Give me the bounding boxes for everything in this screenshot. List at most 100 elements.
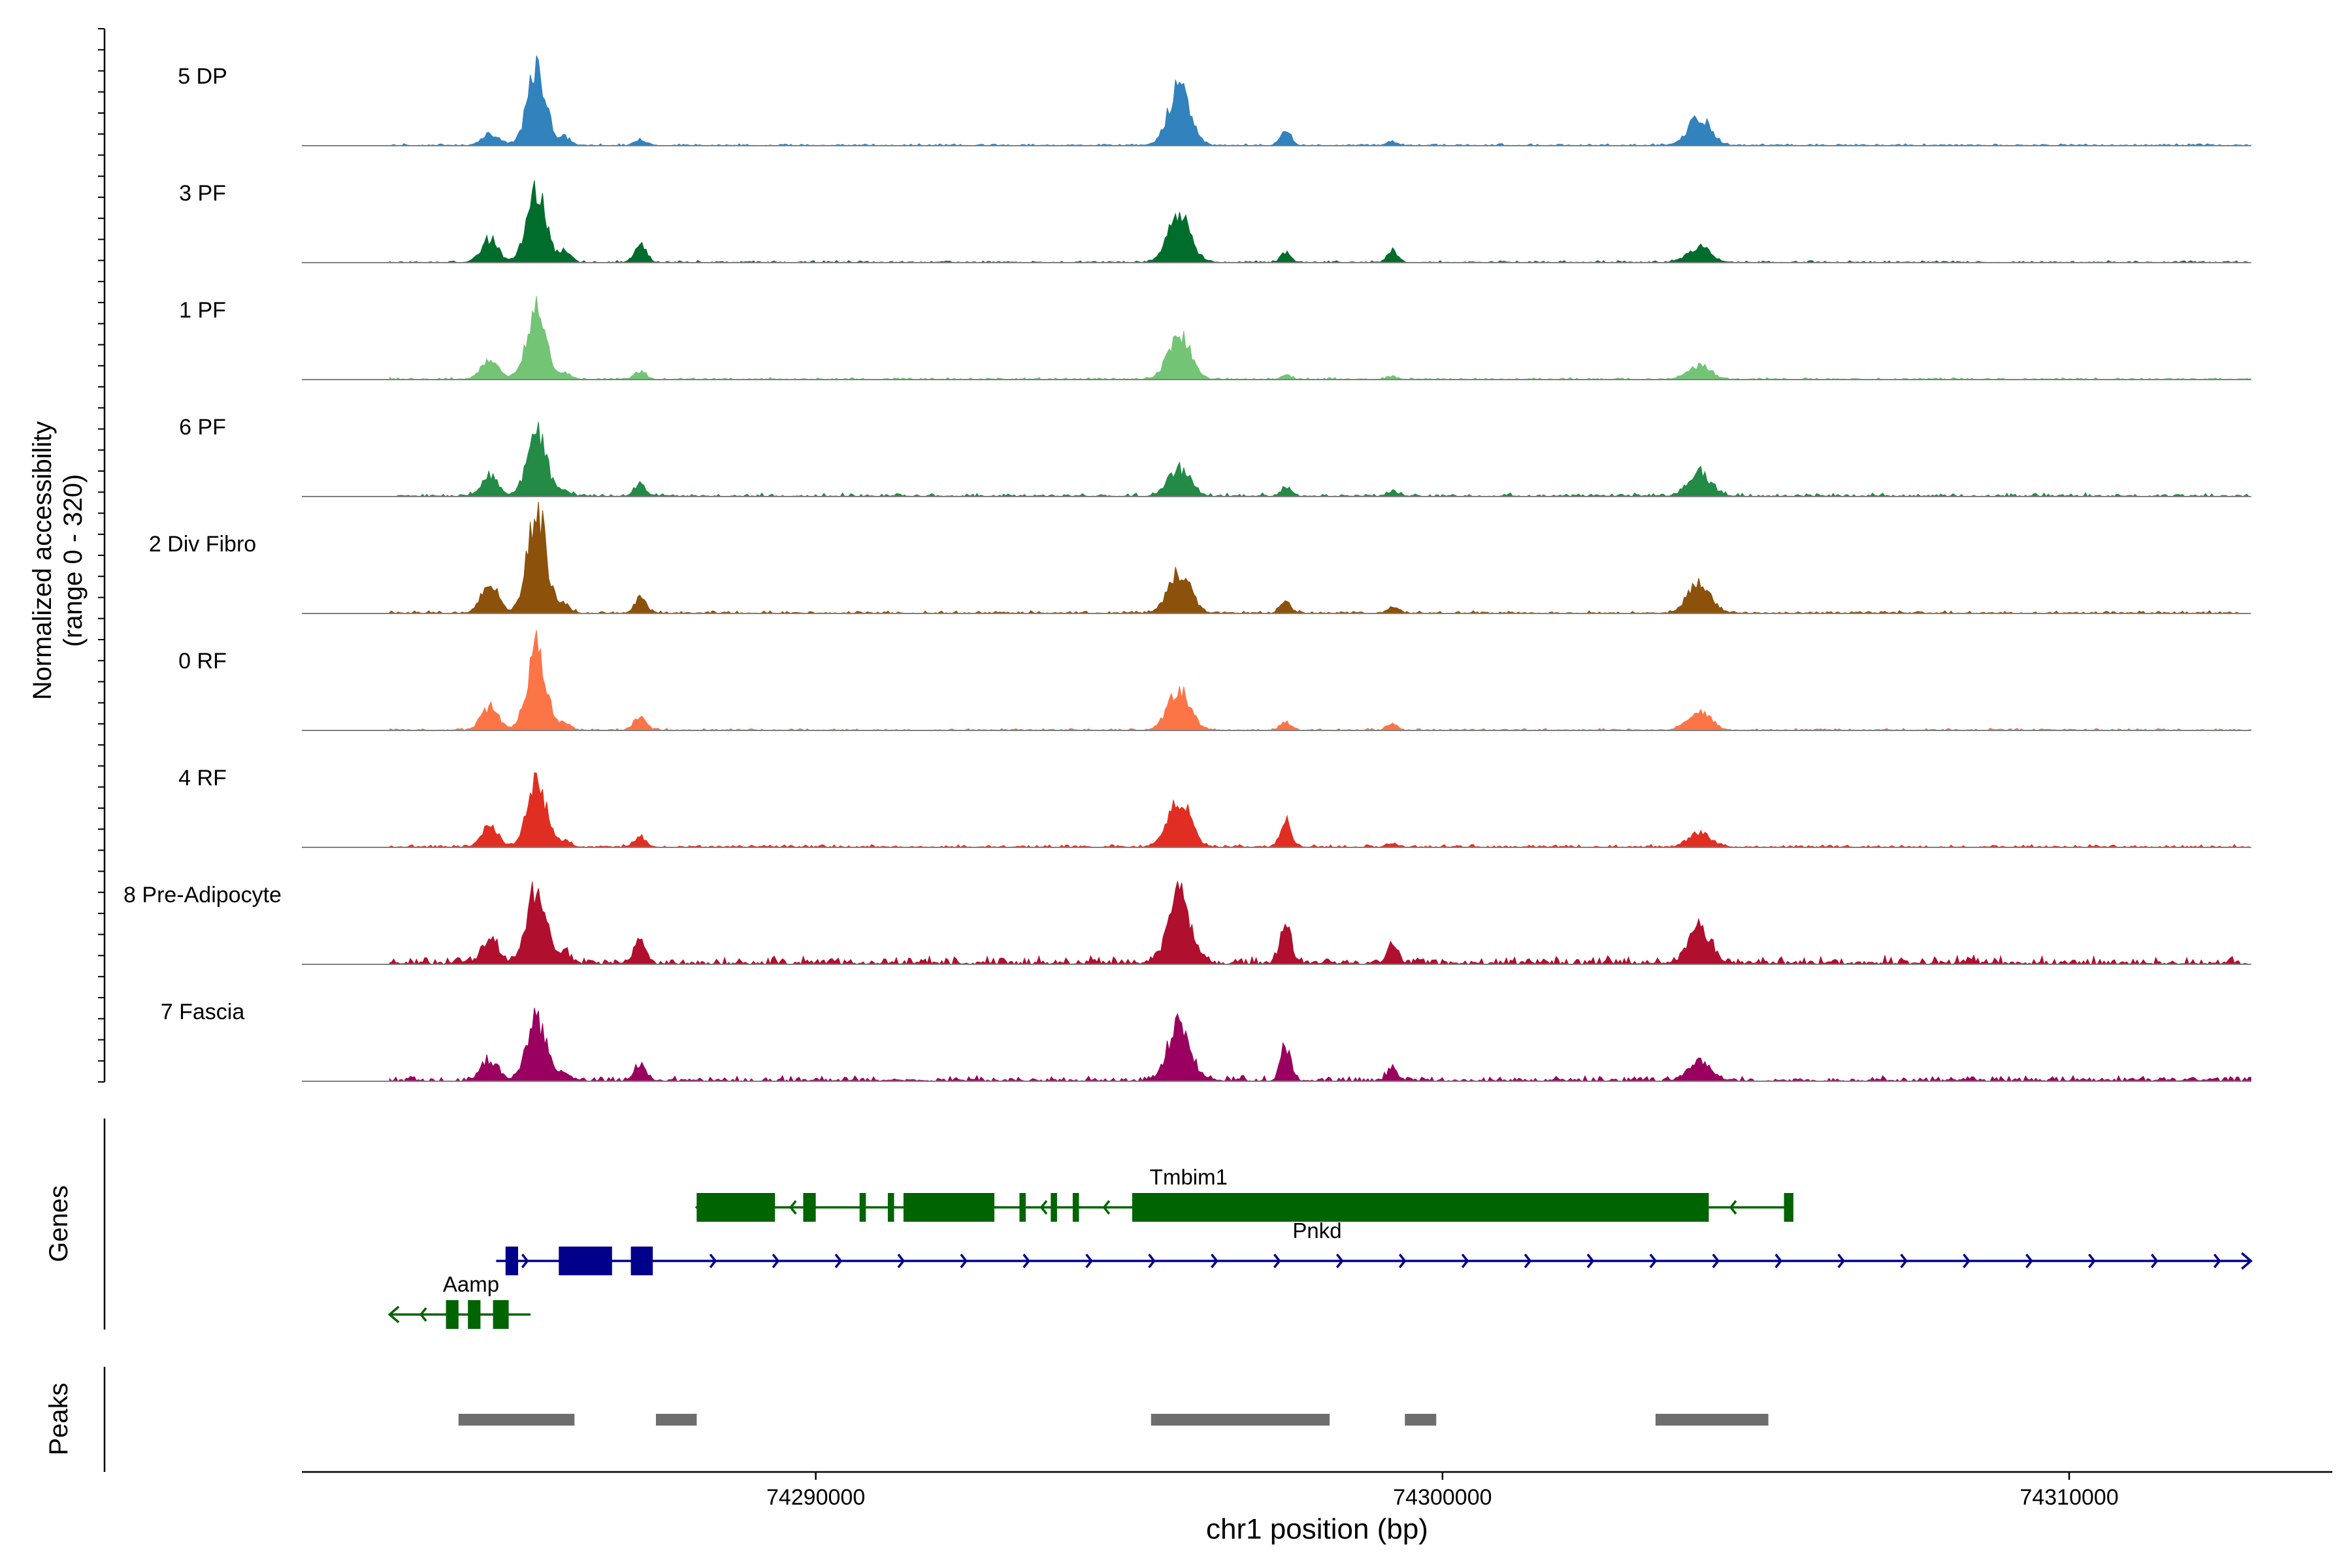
exon — [630, 1247, 653, 1275]
strand-arrow-icon — [2088, 1253, 2096, 1269]
exon — [1019, 1193, 1026, 1222]
strand-arrow-icon — [1336, 1253, 1344, 1269]
gene-label: Pnkd — [1292, 1218, 1341, 1243]
strand-arrow-icon — [2151, 1253, 2159, 1269]
coverage-area — [389, 772, 2251, 848]
exon — [859, 1193, 866, 1222]
peak-bar — [1656, 1414, 1769, 1426]
peak-bar — [1405, 1414, 1437, 1426]
strand-arrow-icon — [1085, 1253, 1093, 1269]
exon — [1784, 1193, 1793, 1222]
strand-arrow-icon — [1729, 1200, 1737, 1215]
strand-arrow-icon — [1586, 1253, 1595, 1269]
strand-arrow-icon — [960, 1253, 968, 1269]
track-7-fascia: 7 Fascia — [161, 1000, 2251, 1082]
gene-models: Tmbim1 Pnkd Aamp — [387, 1165, 2253, 1329]
gene-label: Tmbim1 — [1150, 1165, 1228, 1189]
exon — [493, 1300, 509, 1329]
peak-bar — [656, 1414, 697, 1426]
track-5-dp: 5 DP — [178, 55, 2251, 146]
coverage-y-ticks — [98, 28, 105, 1083]
strand-arrow-icon — [2213, 1253, 2221, 1269]
strand-arrow-icon — [387, 1305, 400, 1324]
track-label: 4 RF — [178, 766, 227, 791]
exon — [1072, 1193, 1079, 1222]
track-4-rf: 4 RF — [178, 766, 2251, 848]
track-1-pf: 1 PF — [179, 296, 2251, 380]
strand-arrow-icon — [772, 1253, 780, 1269]
track-label: 0 RF — [178, 649, 227, 674]
genes-panel-label: Genes — [44, 1185, 73, 1262]
strand-arrow-icon — [1022, 1253, 1030, 1269]
exon — [559, 1247, 612, 1275]
genes-panel: Genes Tmbim1 Pnkd Aamp — [44, 1119, 2253, 1330]
coverage-area — [389, 1007, 2251, 1082]
strand-arrow-icon — [1039, 1200, 1048, 1215]
exon — [803, 1193, 816, 1222]
coverage-tracks: 5 DP 3 PF 1 PF 6 PF 2 Div Fibro 0 RF 4 RF 8 Pre… — [123, 55, 2251, 1082]
exon — [446, 1300, 459, 1329]
peak-bar — [458, 1414, 575, 1426]
strand-arrow-icon — [419, 1307, 427, 1322]
exon — [468, 1300, 481, 1329]
strand-arrow-icon — [1774, 1253, 1783, 1269]
strand-arrow-icon — [1963, 1253, 1970, 1269]
peak-regions — [458, 1414, 1769, 1426]
strand-arrow-icon — [1837, 1253, 1846, 1269]
peaks-panel: Peaks — [44, 1367, 1769, 1472]
peaks-panel-label: Peaks — [44, 1382, 73, 1455]
track-6-pf: 6 PF — [179, 415, 2251, 497]
track-label: 2 Div Fibro — [149, 532, 256, 557]
exon — [1051, 1193, 1057, 1222]
strand-arrow-icon — [1148, 1253, 1156, 1269]
peak-bar — [1151, 1414, 1330, 1426]
exon — [505, 1247, 518, 1275]
strand-arrow-icon — [1524, 1253, 1532, 1269]
strand-arrow-icon — [1461, 1253, 1469, 1269]
track-label: 6 PF — [179, 415, 226, 440]
strand-arrow-icon — [897, 1253, 906, 1269]
strand-arrow-icon — [1211, 1253, 1218, 1269]
coverage-area — [389, 630, 2251, 731]
track-2-div-fibro: 2 Div Fibro — [149, 501, 2251, 614]
track-label: 3 PF — [179, 181, 226, 206]
strand-arrow-icon — [521, 1253, 529, 1269]
exon — [887, 1193, 894, 1222]
gene-label: Aamp — [443, 1272, 499, 1296]
strand-arrow-icon — [2025, 1253, 2033, 1269]
strand-arrow-icon — [1398, 1253, 1407, 1269]
coverage-area — [389, 421, 2251, 497]
y-axis-label-line2: (range 0 - 320) — [59, 474, 88, 647]
strand-arrow-icon — [1712, 1253, 1720, 1269]
x-axis-label: chr1 position (bp) — [1206, 1513, 1428, 1545]
x-axis-ticks: 74290000 74300000 74310000 — [766, 1472, 2119, 1510]
gene-tmbim1: Tmbim1 — [694, 1165, 1793, 1222]
track-0-rf: 0 RF — [178, 630, 2251, 731]
coverage-area — [389, 296, 2251, 380]
coverage-area — [389, 501, 2251, 614]
coverage-area — [389, 881, 2251, 966]
exon — [903, 1193, 994, 1222]
gene-aamp: Aamp — [387, 1272, 531, 1329]
strand-arrow-icon — [2241, 1252, 2253, 1270]
track-label: 7 Fascia — [161, 1000, 245, 1024]
exon — [696, 1193, 776, 1222]
x-tick-label: 74290000 — [766, 1485, 865, 1510]
strand-arrow-icon — [834, 1253, 843, 1269]
coverage-area — [389, 180, 2251, 263]
strand-arrow-icon — [1102, 1200, 1111, 1215]
strand-arrow-icon — [789, 1200, 797, 1215]
coverage-area — [389, 55, 2251, 146]
exon — [1132, 1193, 1709, 1222]
x-tick-label: 74310000 — [2019, 1485, 2118, 1510]
track-label: 5 DP — [178, 64, 227, 89]
strand-arrow-icon — [1649, 1253, 1658, 1269]
strand-arrow-icon — [1900, 1253, 1908, 1269]
strand-arrow-icon — [1273, 1253, 1281, 1269]
track-3-pf: 3 PF — [179, 180, 2251, 263]
strand-arrow-icon — [709, 1253, 717, 1269]
gene-pnkd: Pnkd — [496, 1218, 2253, 1275]
x-axis: 74290000 74300000 74310000 chr1 position (… — [302, 1471, 2332, 1545]
track-label: 8 Pre-Adipocyte — [123, 883, 282, 907]
y-axis-label-line1: Normalized accessibility — [28, 421, 57, 700]
